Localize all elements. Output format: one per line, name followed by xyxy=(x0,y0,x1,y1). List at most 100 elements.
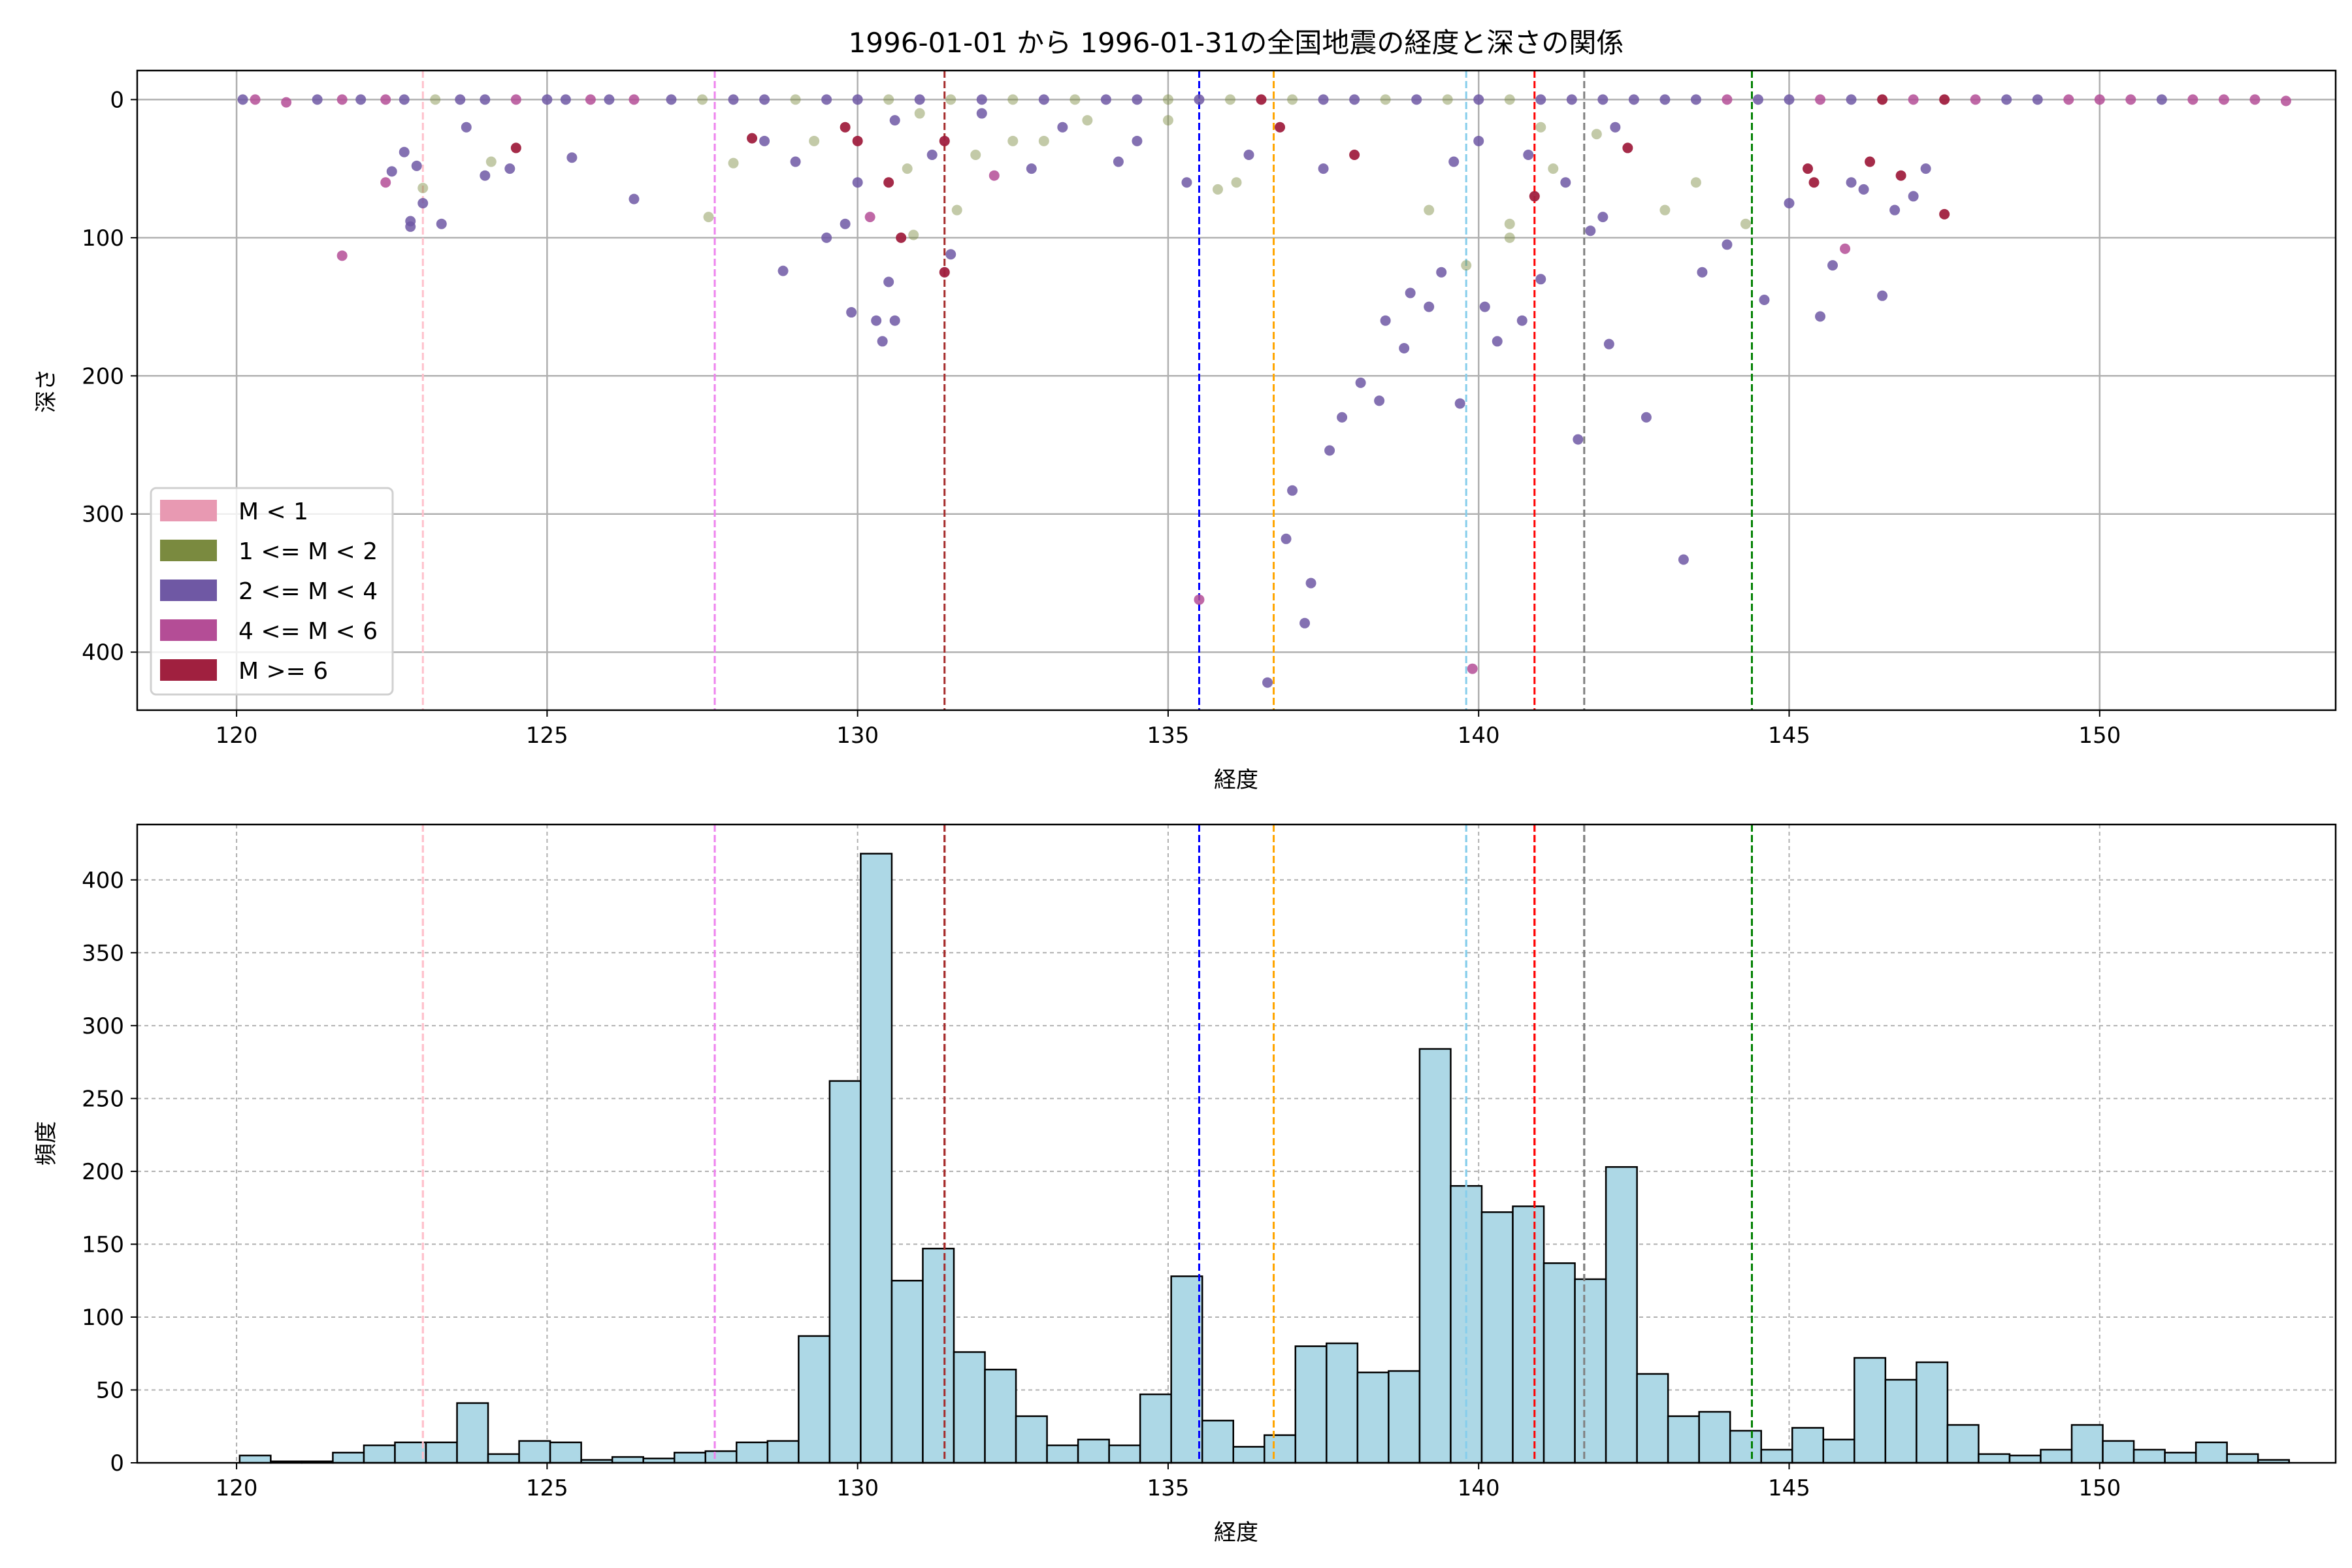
scatter-point xyxy=(430,94,441,105)
scatter-point xyxy=(1548,163,1559,174)
scatter-point xyxy=(1504,94,1515,105)
histogram-bar xyxy=(1916,1361,1949,1464)
scatter-point xyxy=(926,149,938,160)
y-tick-label: 100 xyxy=(82,1305,124,1331)
y-tick-label: 400 xyxy=(82,640,124,666)
scatter-point xyxy=(1970,94,1981,105)
scatter-point xyxy=(939,135,950,146)
y-tick-label: 300 xyxy=(82,502,124,528)
scatter-point xyxy=(2249,94,2261,105)
scatter-point xyxy=(1194,94,1205,105)
plot-area xyxy=(137,825,2336,1463)
scatter-point xyxy=(697,94,708,105)
y-tick-label: 400 xyxy=(82,868,124,894)
scatter-point xyxy=(976,94,987,105)
legend-swatch xyxy=(160,659,217,681)
histogram-plot: 120 125 130 135 140 145 150 0 50 100 150 200 250 300 3… xyxy=(82,823,2337,1501)
scatter-point xyxy=(386,166,397,177)
scatter-point xyxy=(1467,663,1478,674)
scatter-point xyxy=(1803,163,1814,174)
scatter-point xyxy=(399,146,410,157)
scatter-point xyxy=(1132,135,1143,146)
histogram-bar xyxy=(736,1441,769,1464)
chart-title: 1996-01-01 から 1996-01-31の全国地震の経度と深さの関係 xyxy=(849,27,1624,59)
scatter-point xyxy=(1405,287,1416,299)
histogram-bar xyxy=(1139,1393,1172,1464)
scatter-point xyxy=(1858,184,1869,195)
scatter-point xyxy=(485,156,497,167)
scatter-point xyxy=(1516,315,1527,326)
scatter-point xyxy=(896,232,907,243)
scatter-y-label: 深さ xyxy=(33,368,59,413)
scatter-point xyxy=(1442,94,1453,105)
histogram-bar xyxy=(1356,1371,1390,1464)
scatter-point xyxy=(1355,377,1366,388)
scatter-point xyxy=(1846,94,1857,105)
scatter-point xyxy=(1132,94,1143,105)
scatter-point xyxy=(1622,142,1633,154)
histogram-bar xyxy=(2132,1448,2166,1464)
scatter-point xyxy=(846,307,857,318)
legend-label: M < 1 xyxy=(238,498,308,525)
scatter-point xyxy=(1827,260,1838,271)
scatter-point xyxy=(1337,412,1348,423)
legend-label: 4 <= M < 6 xyxy=(238,618,378,645)
scatter-point xyxy=(2156,94,2167,105)
scatter-point xyxy=(1697,267,1708,278)
histogram-bar xyxy=(766,1440,800,1464)
scatter-point xyxy=(1038,94,1049,105)
scatter-point xyxy=(604,94,615,105)
y-tick-label: 100 xyxy=(82,225,124,252)
scatter-point xyxy=(883,94,894,105)
histogram-bar xyxy=(1605,1166,1638,1464)
scatter-point xyxy=(945,249,956,260)
scatter-point xyxy=(542,94,553,105)
y-tick-label: 50 xyxy=(96,1377,124,1403)
scatter-point xyxy=(281,97,292,108)
x-tick-label: 125 xyxy=(526,723,568,749)
scatter-point xyxy=(1597,212,1609,223)
histogram-bar xyxy=(860,853,893,1464)
scatter-point xyxy=(1424,204,1435,216)
histogram-bar xyxy=(487,1453,520,1464)
legend-swatch xyxy=(160,500,217,521)
scatter-point xyxy=(1349,149,1360,160)
histogram-bar xyxy=(2008,1454,2042,1464)
scatter-point xyxy=(1523,149,1534,160)
scatter-point xyxy=(1889,204,1901,216)
scatter-point xyxy=(1287,485,1298,496)
scatter-point xyxy=(1100,94,1111,105)
scatter-point xyxy=(1641,412,1652,423)
scatter-point xyxy=(417,197,429,208)
x-tick-label: 150 xyxy=(2078,723,2121,749)
scatter-point xyxy=(436,218,447,229)
scatter-plot: 120 125 130 135 140 145 150 0 100 200 300 400 M < 1 1… xyxy=(82,69,2337,749)
histogram-bar xyxy=(1201,1420,1234,1464)
scatter-point xyxy=(1603,338,1614,350)
legend-label: M >= 6 xyxy=(238,658,328,685)
scatter-point xyxy=(1690,177,1701,188)
x-tick-label: 135 xyxy=(1147,1475,1189,1501)
scatter-point xyxy=(1784,94,1795,105)
histogram-bar xyxy=(1543,1262,1576,1464)
scatter-point xyxy=(1690,94,1701,105)
scatter-point xyxy=(1722,239,1733,250)
scatter-point xyxy=(1840,243,1851,254)
histogram-bar xyxy=(798,1335,831,1464)
scatter-point xyxy=(380,94,391,105)
scatter-point xyxy=(914,108,925,119)
scatter-point xyxy=(355,94,367,105)
scatter-point xyxy=(2094,94,2105,105)
legend-label: 2 <= M < 4 xyxy=(238,578,378,605)
scatter-point xyxy=(336,94,348,105)
histogram-bar xyxy=(1854,1357,1887,1464)
scatter-point xyxy=(666,94,677,105)
scatter-point xyxy=(883,276,894,287)
histogram-bar xyxy=(1978,1453,2011,1464)
y-tick-label: 300 xyxy=(82,1013,124,1039)
x-tick-label: 130 xyxy=(836,1475,879,1501)
x-tick-label: 150 xyxy=(2078,1475,2121,1501)
scatter-point xyxy=(1181,177,1192,188)
scatter-point xyxy=(988,170,1000,181)
histogram-bar xyxy=(1946,1424,1980,1464)
